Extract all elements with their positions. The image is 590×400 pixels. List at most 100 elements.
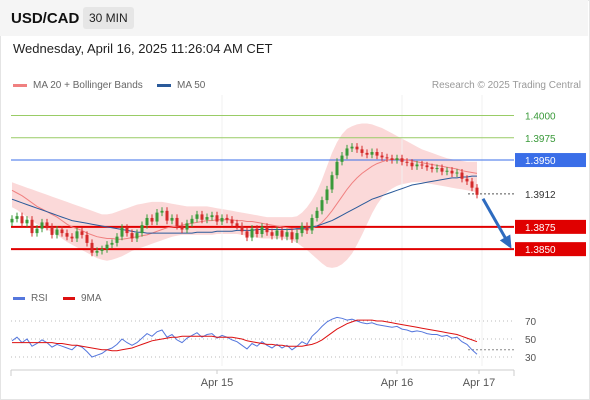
- ma20-line: [11, 158, 478, 240]
- candle-body: [105, 244, 109, 250]
- candle-body: [30, 219, 34, 234]
- candle-body: [35, 228, 39, 234]
- level-label: 1.3850: [525, 245, 556, 256]
- candle-body: [165, 210, 169, 221]
- candle-body: [405, 161, 409, 163]
- candle-body: [225, 217, 229, 220]
- candle-body: [90, 242, 94, 253]
- rsi-line: [11, 316, 478, 358]
- candle-body: [200, 214, 204, 220]
- candle-body: [390, 158, 394, 161]
- candle-body: [370, 152, 374, 155]
- candle-body: [415, 164, 419, 167]
- candle-body: [425, 165, 429, 168]
- candle-body: [455, 172, 459, 174]
- candle-body: [345, 148, 349, 156]
- candle-body: [170, 217, 174, 221]
- candle-body: [150, 217, 154, 222]
- legend-rsi-swatch: [13, 296, 25, 300]
- candle-body: [400, 158, 404, 162]
- legend-ma20-label: MA 20 + Bollinger Bands: [33, 80, 143, 91]
- candle-body: [120, 227, 124, 237]
- candle-body: [205, 217, 209, 220]
- candle-body: [75, 231, 79, 239]
- candle-body: [450, 170, 454, 174]
- candle-body: [265, 226, 269, 233]
- candle-body: [100, 249, 104, 251]
- candle-body: [260, 226, 264, 234]
- candle-body: [360, 149, 364, 153]
- candle-body: [130, 233, 134, 239]
- candle-body: [15, 216, 19, 219]
- candle-body: [320, 200, 324, 211]
- candle-body: [275, 230, 279, 236]
- legend-rsi-label: RSI: [31, 293, 48, 304]
- candle-body: [430, 167, 434, 169]
- candle-body: [375, 152, 379, 156]
- currency-pair-title: USD/CAD: [11, 10, 80, 27]
- rsi-tick-label: 30: [525, 353, 537, 364]
- candle-body: [210, 215, 214, 218]
- candle-body: [270, 232, 274, 236]
- timestamp: Wednesday, April 16, 2025 11:26:04 AM CE…: [13, 41, 273, 56]
- legend-ma50-label: MA 50: [177, 80, 206, 91]
- candle-body: [20, 216, 24, 224]
- candle-body: [160, 210, 164, 213]
- candle-body: [65, 233, 69, 237]
- ma50-line: [11, 175, 477, 234]
- level-label: 1.4000: [525, 111, 556, 122]
- candle-body: [175, 217, 179, 226]
- level-label-bg: [515, 219, 586, 234]
- candle-body: [220, 217, 224, 222]
- candle-body: [420, 164, 424, 166]
- candle-body: [95, 250, 99, 253]
- candle-body: [330, 175, 334, 190]
- candle-body: [310, 217, 314, 231]
- rsi-9ma-line: [12, 319, 478, 352]
- timeframe-badge[interactable]: 30 MIN: [83, 7, 134, 29]
- candle-body: [10, 218, 14, 223]
- candle-body: [235, 223, 239, 226]
- candle-body: [385, 157, 389, 159]
- candle-body: [435, 168, 439, 170]
- candle-body: [185, 223, 189, 230]
- candle-body: [45, 222, 49, 227]
- candle-body: [470, 181, 474, 188]
- copyright-text: Research © 2025 Trading Central: [431, 80, 581, 91]
- candle-body: [55, 229, 59, 235]
- candle-body: [355, 146, 359, 150]
- level-label-bg: [515, 242, 586, 257]
- candle-body: [145, 217, 149, 226]
- level-label: 1.3912: [525, 190, 556, 201]
- level-label: 1.3875: [525, 223, 556, 234]
- candle-body: [115, 236, 119, 243]
- legend-ma20-swatch: [13, 83, 27, 87]
- rsi-tick-label: 70: [525, 317, 537, 328]
- candle-body: [445, 170, 449, 172]
- candle-body: [340, 155, 344, 162]
- candle-body: [215, 215, 219, 222]
- legend-rsi: RSI: [13, 293, 48, 304]
- x-tick-label: Apr 15: [201, 377, 233, 389]
- legend-ma20: MA 20 + Bollinger Bands: [13, 80, 143, 91]
- candle-body: [295, 233, 299, 240]
- candle-body: [155, 212, 159, 222]
- legend-ma50: MA 50: [157, 80, 205, 91]
- candle-body: [245, 231, 249, 238]
- candle-body: [380, 155, 384, 158]
- candle-body: [250, 228, 254, 238]
- legend-9ma-swatch: [63, 296, 75, 300]
- legend-ma50-swatch: [157, 83, 171, 87]
- candle-body: [125, 227, 129, 234]
- candle-body: [230, 219, 234, 224]
- candle-body: [25, 219, 29, 224]
- candle-body: [440, 168, 444, 172]
- level-label: 1.3950: [525, 156, 556, 167]
- candle-body: [395, 158, 399, 161]
- candle-body: [140, 225, 144, 234]
- legend-9ma-label: 9MA: [81, 293, 102, 304]
- x-tick-label: Apr 16: [381, 377, 413, 389]
- candle-body: [335, 161, 339, 176]
- candle-body: [465, 178, 469, 182]
